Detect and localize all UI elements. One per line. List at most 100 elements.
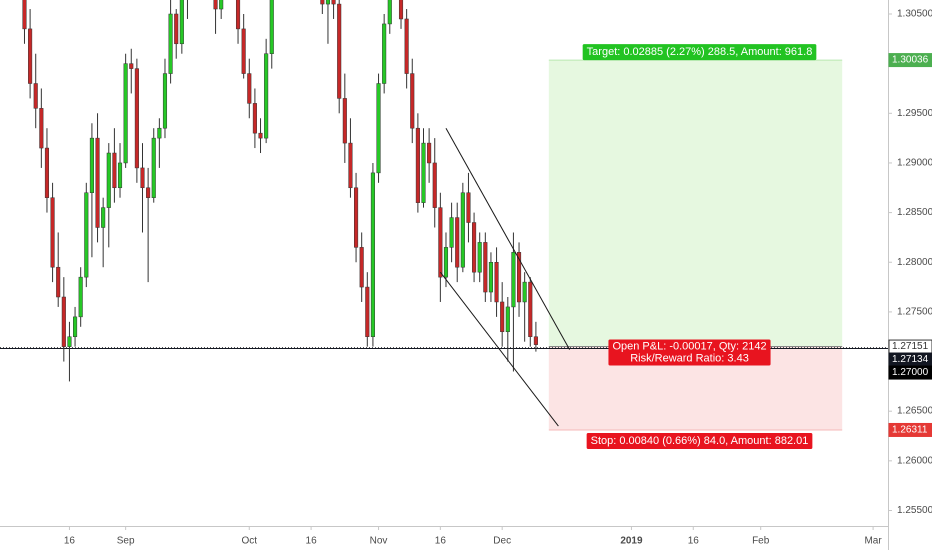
candle-body-down (427, 142, 432, 164)
candle (22, 0, 27, 44)
candle-body-down (331, 0, 336, 5)
candle (427, 128, 432, 183)
price-tick-label: 1.27500 (897, 306, 932, 317)
candle (511, 232, 516, 372)
candle (466, 172, 471, 243)
price-badge-label: 1.26311 (892, 424, 928, 435)
candle-body-up (67, 336, 72, 347)
candle (331, 0, 336, 19)
time-axis[interactable]: Aug16SepOct16Nov16Dec201916FebMar (0, 526, 882, 547)
candle (61, 277, 66, 362)
candle-body-up (488, 262, 493, 293)
candle-body-up (460, 192, 465, 268)
candle-body-up (179, 0, 184, 45)
candle-body-down (398, 0, 404, 20)
candle (477, 232, 482, 283)
target-label[interactable]: Target: 0.02885 (2.27%) 288.5, Amount: 9… (582, 44, 817, 61)
target-zone[interactable] (548, 60, 843, 347)
candle-body-up (151, 137, 156, 198)
candle-body-down (258, 132, 263, 139)
pnl-line-1: Open P&L: -0.00017, Qty: 2142 (612, 341, 766, 353)
candle (387, 0, 392, 34)
price-badge[interactable]: 1.30036 (888, 53, 932, 68)
target-label-text: Target: 0.02885 (2.27%) 288.5, Amount: 9… (587, 46, 813, 58)
candle-body-down (241, 28, 246, 74)
candle-body-down (415, 127, 420, 203)
candle-body-down (213, 0, 218, 10)
price-tick-label: 1.30500 (897, 9, 932, 20)
time-tick-label: Oct (241, 536, 257, 547)
price-tick-label: 1.26000 (897, 455, 932, 466)
candle-body-down (354, 187, 359, 248)
candle-body-up (376, 83, 381, 174)
candle-body-down (348, 142, 353, 189)
pnl-line-2: Risk/Reward Ratio: 3.43 (630, 353, 749, 365)
candle (460, 182, 465, 273)
candle (123, 53, 128, 168)
candle (522, 272, 527, 342)
price-badge[interactable]: 1.27151 (888, 339, 932, 354)
candle-body-up (219, 0, 224, 10)
pnl-label[interactable]: Open P&L: -0.00017, Qty: 2142Risk/Reward… (608, 339, 771, 366)
candle (146, 167, 151, 283)
price-tick-label: 1.28500 (897, 207, 932, 218)
candle (325, 0, 331, 44)
trend-line-2[interactable] (439, 271, 559, 427)
candle (500, 282, 505, 347)
stop-label[interactable]: Stop: 0.00840 (0.66%) 84.0, Amount: 882.… (586, 432, 813, 449)
candle-body-up (443, 247, 449, 278)
candle (404, 9, 409, 89)
candle-body-down (146, 187, 151, 198)
candle-body-up (382, 23, 387, 84)
price-badge-label: 1.30036 (892, 55, 929, 66)
candle-body-down (174, 13, 179, 45)
candle-body-down (500, 301, 505, 333)
candle (95, 113, 100, 243)
candle (28, 9, 33, 99)
candle (269, 0, 274, 69)
price-tick-label: 1.29000 (897, 157, 932, 168)
candle (421, 128, 426, 208)
candle-body-up (89, 137, 94, 193)
candle (438, 192, 443, 302)
candle (382, 14, 387, 94)
candle (179, 0, 184, 54)
candle-body-up (73, 316, 78, 337)
candle (39, 88, 44, 168)
candle (84, 182, 89, 288)
candle-body-up (269, 0, 274, 54)
candle-body-down (528, 281, 533, 337)
candle-body-up (117, 162, 123, 189)
time-tick-label: Mar (864, 536, 882, 547)
candle (168, 0, 173, 84)
price-badge[interactable]: 1.26311 (888, 422, 932, 437)
price-badge-label: 1.27134 (892, 354, 929, 365)
price-badge[interactable]: 1.27000 (888, 365, 932, 380)
time-tick-label: Dec (493, 536, 511, 547)
candle (488, 252, 493, 302)
stop-label-bg (586, 432, 813, 449)
time-tick-label: 2019 (620, 536, 643, 547)
price-tick-label: 1.29500 (897, 108, 932, 119)
price-badge[interactable]: 1.27134 (888, 352, 932, 367)
candle (432, 138, 437, 228)
candle (89, 123, 94, 258)
trend-line-1[interactable] (445, 127, 571, 350)
candle-body-up (162, 73, 168, 129)
candle-body-up (370, 172, 375, 337)
candle-body-down (410, 73, 415, 129)
candle-body-down (247, 73, 252, 104)
candle-body-up (101, 207, 106, 228)
candle (320, 0, 325, 14)
candle (219, 0, 224, 19)
candle-body-down (359, 247, 364, 288)
candle-body-up (84, 192, 89, 278)
candle (455, 202, 460, 283)
candle-body-down (112, 152, 117, 189)
candle (241, 14, 246, 79)
price-badge-bg (888, 365, 932, 380)
candle (365, 272, 370, 347)
candle-body-down (95, 137, 100, 228)
candle-body-down (39, 108, 44, 149)
